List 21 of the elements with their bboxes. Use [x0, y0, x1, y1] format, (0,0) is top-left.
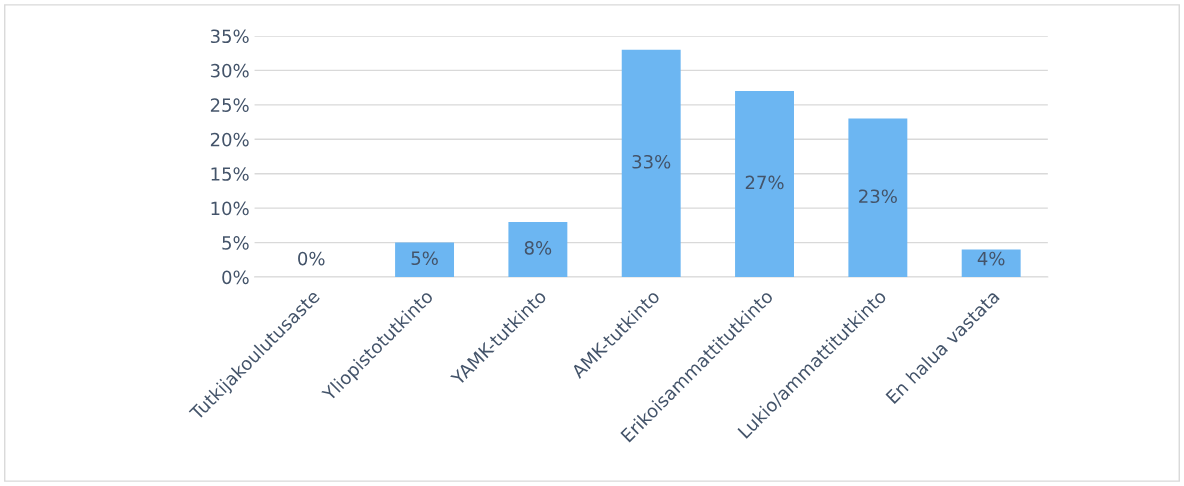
- data-label: 8%: [524, 241, 552, 255]
- y-tick-label: 30%: [210, 63, 249, 78]
- bar: [621, 49, 681, 278]
- y-tick-label: 20%: [210, 132, 249, 147]
- y-tick-label: 15%: [211, 167, 249, 181]
- data-label: 33%: [632, 154, 671, 169]
- data-label: 23%: [859, 189, 897, 204]
- data-label: 5%: [411, 251, 438, 266]
- bar: [395, 242, 455, 278]
- data-label: 27%: [745, 175, 784, 190]
- data-label: 4%: [977, 251, 1005, 266]
- y-tick-label: 25%: [210, 98, 249, 112]
- bar: [848, 118, 908, 278]
- bar: [961, 249, 1021, 278]
- y-tick-label: 35%: [210, 29, 249, 44]
- y-tick-label: 0%: [222, 270, 249, 285]
- y-tick-label: 5%: [222, 236, 249, 250]
- data-label: 0%: [298, 251, 325, 266]
- bar: [508, 221, 568, 278]
- bar: [735, 91, 794, 278]
- y-tick-label: 10%: [211, 201, 249, 216]
